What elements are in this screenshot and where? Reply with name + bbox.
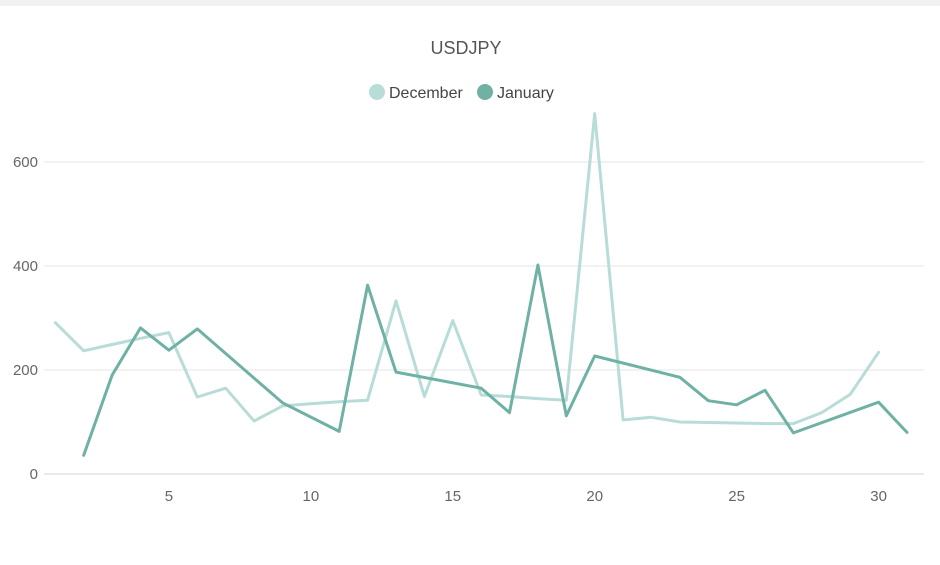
x-tick-label-25: 25 [728,488,745,505]
series-lines [53,112,909,457]
legend-item-january[interactable]: January [477,84,554,102]
top-strip [0,0,940,6]
legend-label-december: December [389,85,463,102]
legend-label-january: January [497,85,554,102]
legend: December January [369,84,554,102]
y-tick-label-400: 400 [13,258,38,275]
x-tick-label-5: 5 [165,488,173,505]
y-tick-label-600: 600 [13,154,38,171]
x-tick-label-30: 30 [870,488,887,505]
x-tick-label-10: 10 [302,488,319,505]
grid-lines [44,161,924,475]
x-tick-label-15: 15 [444,488,461,505]
y-tick-label-200: 200 [13,362,38,379]
series-line-december[interactable] [53,112,881,426]
chart-title: USDJPY [430,38,501,58]
y-tick-label-0: 0 [30,466,38,483]
x-tick-label-20: 20 [586,488,603,505]
legend-item-december[interactable]: December [369,84,463,102]
legend-marker-january [477,84,493,100]
y-axis-labels: 0 200 400 600 [13,154,38,483]
legend-marker-december [369,84,385,100]
x-axis-labels: 5 10 15 20 25 30 [165,488,887,505]
series-line-january[interactable] [82,263,909,457]
